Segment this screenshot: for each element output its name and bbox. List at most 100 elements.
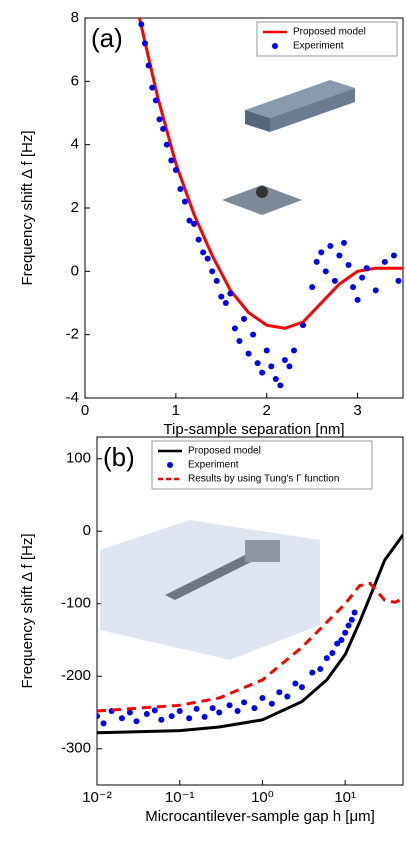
data-point xyxy=(222,300,229,306)
data-point xyxy=(309,669,316,676)
data-point xyxy=(290,347,297,354)
data-point xyxy=(322,268,329,275)
y-tick-label: 6 xyxy=(71,72,79,89)
series-group xyxy=(97,534,403,735)
x-tick-label: 10⁻¹ xyxy=(165,789,195,806)
data-point xyxy=(163,141,170,148)
data-point xyxy=(200,249,207,256)
inset xyxy=(100,520,320,660)
data-point xyxy=(354,296,361,303)
data-point xyxy=(263,347,270,354)
data-point xyxy=(251,705,258,712)
data-point xyxy=(138,21,145,28)
y-tick-label: 2 xyxy=(71,199,79,216)
data-point xyxy=(118,715,125,722)
data-point xyxy=(186,715,193,722)
y-tick-label: 0 xyxy=(83,522,91,539)
legend-swatch xyxy=(272,43,278,49)
series-group xyxy=(138,18,403,389)
inset xyxy=(222,185,302,215)
x-tick-label: 3 xyxy=(353,402,361,419)
legend-label: Results by using Tung's Γ function xyxy=(188,474,339,485)
series-line xyxy=(97,534,403,735)
data-point xyxy=(216,709,223,716)
x-tick-label: 0 xyxy=(81,402,89,419)
data-point xyxy=(213,277,220,284)
data-point xyxy=(209,268,216,275)
data-point xyxy=(359,274,366,281)
data-point xyxy=(259,695,266,701)
panel-label: (b) xyxy=(103,442,135,472)
data-point xyxy=(254,360,261,367)
data-point xyxy=(151,707,158,714)
data-point xyxy=(331,277,338,284)
series-line xyxy=(97,581,403,713)
data-point xyxy=(231,325,238,332)
data-point xyxy=(245,350,252,357)
data-point xyxy=(372,287,379,294)
data-point xyxy=(272,376,279,382)
y-tick-label: 4 xyxy=(71,136,79,153)
data-point xyxy=(241,315,247,322)
panel-label: (a) xyxy=(91,23,123,53)
legend-box xyxy=(151,440,373,490)
data-point xyxy=(191,220,198,227)
legend-label: Proposed model xyxy=(293,27,366,38)
data-point xyxy=(292,680,299,687)
legend-box xyxy=(256,21,398,57)
data-point xyxy=(336,252,343,259)
data-point xyxy=(323,655,330,662)
data-point xyxy=(348,616,355,623)
data-point xyxy=(340,239,347,246)
data-point xyxy=(226,702,233,709)
data-point xyxy=(329,650,336,657)
y-tick-label: 100 xyxy=(66,450,91,467)
data-point xyxy=(97,713,100,720)
data-point xyxy=(172,167,179,173)
data-point xyxy=(345,622,352,629)
y-tick-label: -200 xyxy=(61,667,91,684)
data-point xyxy=(126,709,133,716)
data-point xyxy=(186,217,193,224)
data-point xyxy=(351,609,358,616)
data-point xyxy=(234,708,241,715)
data-point xyxy=(281,357,288,363)
data-point xyxy=(284,693,291,700)
data-point xyxy=(158,716,165,723)
data-point xyxy=(195,236,202,243)
data-point xyxy=(309,284,316,291)
y-axis-label: Frequency shift Δ f [Hz] xyxy=(19,533,36,688)
data-point xyxy=(277,382,284,389)
data-point xyxy=(363,265,370,272)
x-axis-label: Microcantilever-sample gap h [μm] xyxy=(145,808,375,825)
data-point xyxy=(268,700,275,707)
y-axis-label: Frequency shift Δ f [Hz] xyxy=(19,130,36,285)
inset xyxy=(245,80,355,118)
data-point xyxy=(298,684,305,691)
legend: Proposed model Experiment xyxy=(256,21,398,57)
data-point xyxy=(145,62,152,69)
data-point xyxy=(177,186,184,192)
x-tick-label: 1 xyxy=(172,402,180,419)
y-tick-label: -100 xyxy=(61,595,91,612)
data-point xyxy=(204,255,211,262)
inset xyxy=(245,540,280,562)
data-point xyxy=(201,713,208,720)
data-point xyxy=(168,157,175,164)
data-point xyxy=(334,640,341,647)
y-tick-label: 0 xyxy=(71,262,79,279)
inset xyxy=(256,186,268,198)
data-point xyxy=(327,243,334,249)
data-point xyxy=(345,262,352,268)
plot-frame xyxy=(96,436,404,786)
x-axis-label: Tip-sample separation [nm] xyxy=(163,421,344,438)
x-tick-label: 10¹ xyxy=(334,789,356,806)
data-point xyxy=(176,708,183,715)
data-point xyxy=(395,277,402,284)
data-point xyxy=(350,284,357,291)
data-point xyxy=(227,290,234,297)
legend-swatch xyxy=(167,462,173,468)
inset xyxy=(270,88,355,132)
y-tick-label: -2 xyxy=(66,326,79,343)
data-point xyxy=(149,84,156,91)
